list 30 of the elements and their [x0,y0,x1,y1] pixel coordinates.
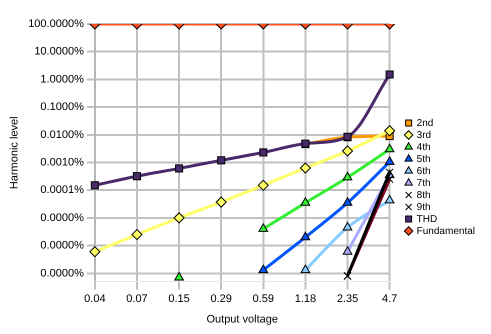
legend-label: 9th [416,202,431,213]
legend-label: 4th [416,142,431,153]
legend-label: 6th [416,166,431,177]
y-tick-label: 0.0010% [40,156,84,169]
y-tick-label: 0.0000% [40,267,84,280]
y-tick-label: 0.0100% [40,128,84,141]
y-tick-label: 0.0000% [40,240,84,252]
y-tick-label: 0.0001% [40,184,84,196]
legend-label: 5th [416,154,431,165]
x-tick-label: 0.15 [168,293,190,306]
y-tick-label: 0.0000% [40,212,84,224]
x-axis-title: Output voltage [206,313,278,326]
y-tick-label: 10.0000% [34,46,84,58]
x-tick-label: 0.59 [252,293,274,306]
x-tick-label: 0.07 [126,293,148,306]
x-tick-label: 0.29 [210,293,232,306]
legend-label: THD [416,214,438,225]
legend-label: Fundamental [416,226,476,237]
y-tick-label: 0.1000% [40,101,84,114]
x-tick-label: 4.7 [382,293,398,306]
x-tick-label: 2.35 [336,293,358,306]
y-axis-title: Harmonic level [8,116,21,190]
legend-label: 7th [416,178,431,189]
legend-label: 8th [416,190,431,201]
y-tick-label: 100.0000% [28,18,84,30]
legend-label: 3rd [416,130,432,141]
y-tick-label: 1.0000% [40,73,84,86]
x-tick-label: 1.18 [294,293,316,306]
x-tick-label: 0.04 [84,293,106,306]
legend-label: 2nd [416,118,434,129]
